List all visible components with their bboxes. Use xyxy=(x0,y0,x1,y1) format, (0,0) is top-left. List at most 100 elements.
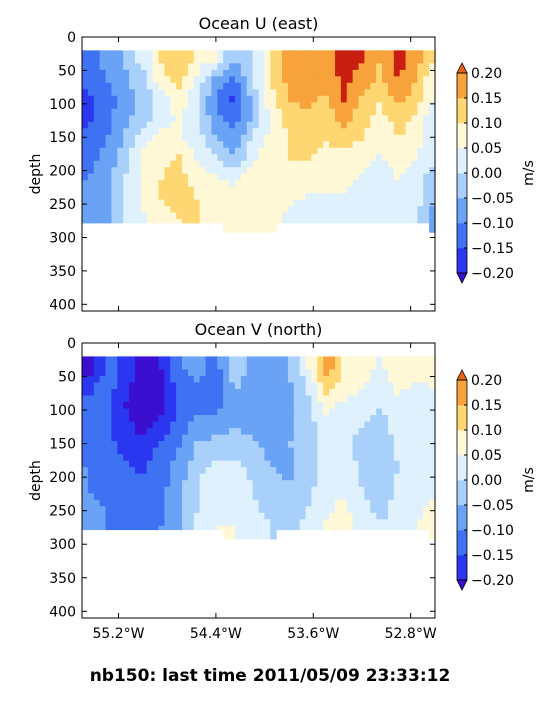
contour-cell xyxy=(187,102,195,110)
contour-cell xyxy=(282,95,289,103)
contour-cell xyxy=(376,362,383,371)
contour-cell xyxy=(134,95,142,103)
contour-cell xyxy=(217,460,224,468)
contour-cell xyxy=(240,76,248,84)
contour-cell xyxy=(358,454,365,462)
contour-cell xyxy=(134,512,142,520)
contour-cell xyxy=(199,408,207,416)
contour-cell xyxy=(334,102,342,110)
contour-cell xyxy=(82,506,89,514)
colorbar-tick-label: −0.20 xyxy=(471,266,514,282)
contour-cell xyxy=(129,506,136,514)
contour-cell xyxy=(234,434,242,442)
contour-cell xyxy=(405,108,413,116)
contour-cell xyxy=(323,50,330,58)
contour-cell xyxy=(264,102,271,110)
contour-cell xyxy=(299,369,307,377)
contour-cell xyxy=(82,134,89,142)
contour-cell xyxy=(93,128,101,136)
contour-cell xyxy=(270,199,277,207)
contour-cell xyxy=(370,473,377,481)
contour-cell xyxy=(370,480,377,488)
contour-cell xyxy=(364,460,371,468)
contour-cell xyxy=(134,447,142,455)
contour-cell xyxy=(423,102,430,110)
contour-cell xyxy=(346,486,354,494)
contour-cell xyxy=(393,63,401,71)
contour-cell xyxy=(399,395,407,403)
contour-cell xyxy=(205,186,213,194)
contour-cell xyxy=(152,160,160,168)
contour-cell xyxy=(82,441,89,449)
contour-cell xyxy=(152,69,160,77)
contour-cell xyxy=(334,115,342,123)
contour-cell xyxy=(317,56,324,64)
contour-cell xyxy=(123,434,130,442)
contour-cell xyxy=(223,356,230,364)
contour-cell xyxy=(170,447,177,455)
contour-cell xyxy=(223,421,230,429)
contour-cell xyxy=(340,167,348,175)
contour-cell xyxy=(382,89,389,97)
contour-cell xyxy=(387,167,395,175)
colorbar-tick-label: 0.20 xyxy=(471,373,502,389)
contour-cell xyxy=(311,160,318,168)
contour-cell xyxy=(164,388,171,397)
contour-cell xyxy=(211,206,218,214)
contour-cell xyxy=(252,219,260,227)
contour-cell xyxy=(299,428,307,436)
contour-cell xyxy=(429,206,436,214)
contour-cell xyxy=(264,147,271,155)
contour-cell xyxy=(176,212,183,220)
contour-cell xyxy=(211,160,218,168)
contour-cell xyxy=(393,193,401,201)
colorbar-band xyxy=(457,480,467,506)
contour-cell xyxy=(211,154,218,162)
contour-cell xyxy=(352,76,360,84)
contour-cell xyxy=(93,480,101,488)
contour-cell xyxy=(376,186,383,194)
contour-cell xyxy=(87,154,95,162)
contour-cell xyxy=(140,447,148,455)
contour-cell xyxy=(264,167,271,175)
contour-cell xyxy=(376,69,383,77)
contour-cell xyxy=(317,69,324,77)
contour-cell xyxy=(246,454,254,462)
contour-cell xyxy=(193,206,201,214)
contour-cell xyxy=(229,415,236,423)
contour-cell xyxy=(182,388,189,397)
contour-cell xyxy=(311,102,318,110)
contour-cell xyxy=(87,356,95,364)
contour-cell xyxy=(276,193,283,201)
contour-cell xyxy=(270,428,277,436)
contour-cell xyxy=(240,519,248,527)
contour-cell xyxy=(429,147,436,155)
contour-cell xyxy=(211,180,218,188)
contour-cell xyxy=(364,480,371,488)
contour-cell xyxy=(140,369,148,377)
contour-cell xyxy=(382,206,389,214)
contour-cell xyxy=(240,441,248,449)
contour-cell xyxy=(229,506,236,514)
contour-cell xyxy=(305,128,313,136)
contour-cell xyxy=(117,180,124,188)
contour-cell xyxy=(187,408,195,416)
contour-cell xyxy=(329,186,336,194)
contour-cell xyxy=(140,395,148,403)
contour-cell xyxy=(182,154,189,162)
colorbar-band xyxy=(457,455,467,481)
contour-cell xyxy=(105,388,113,397)
contour-cell xyxy=(152,473,160,481)
contour-cell xyxy=(111,362,118,371)
contour-cell xyxy=(287,134,295,142)
contour-cell xyxy=(334,473,342,481)
contour-cell xyxy=(352,115,360,123)
contour-cell xyxy=(246,356,254,364)
y-tick-label: 300 xyxy=(49,230,76,246)
contour-cell xyxy=(170,102,177,110)
contour-cell xyxy=(229,447,236,455)
contour-cell xyxy=(334,447,342,455)
contour-cell xyxy=(134,480,142,488)
contour-cell xyxy=(405,167,413,175)
contour-cell xyxy=(334,186,342,194)
